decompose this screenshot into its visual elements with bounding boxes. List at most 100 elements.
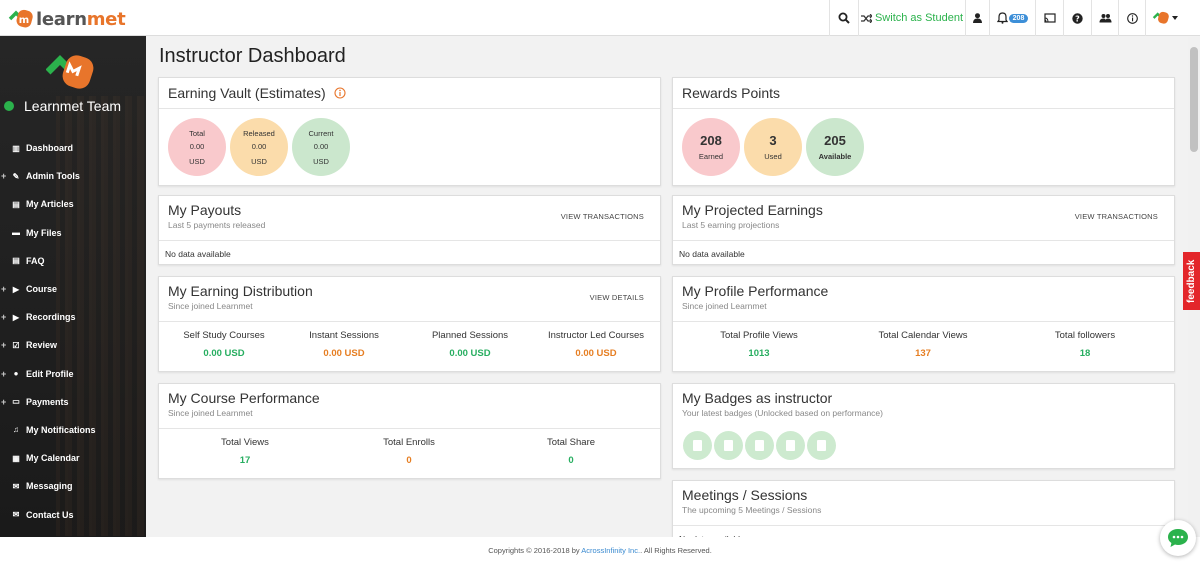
projected-view-transactions-link[interactable]: VIEW TRANSACTIONS — [1074, 212, 1158, 221]
file-badge-icon[interactable] — [745, 431, 774, 460]
sidebar-item-label: Dashboard — [26, 143, 74, 154]
file-badge-icon[interactable] — [776, 431, 805, 460]
scrollbar-thumb[interactable] — [1190, 47, 1198, 152]
file-badge-icon[interactable] — [714, 431, 743, 460]
stat-value: 0 — [568, 455, 574, 466]
stat-label: Self Study Courses — [183, 330, 265, 341]
info-button[interactable] — [1118, 0, 1145, 36]
file-badge-icon[interactable] — [807, 431, 836, 460]
sidebar-item-review[interactable]: + ☑ Review — [0, 331, 146, 359]
badges-title: My Badges as instructor — [682, 390, 833, 406]
reward-circle-value: 205 — [824, 133, 846, 148]
learnmet-logo[interactable]: m learnmet — [8, 6, 126, 32]
distribution-stat: Planned Sessions 0.00 USD — [410, 330, 530, 359]
sidebar-item-label: Edit Profile — [26, 368, 74, 379]
top-nav: Switch as Student 208 ? — [829, 0, 1183, 36]
expand-plus-icon[interactable]: + — [1, 312, 7, 323]
stat-label: Instructor Led Courses — [547, 330, 645, 341]
account-dropdown[interactable] — [1145, 0, 1183, 36]
vault-circle-label: Released — [243, 128, 275, 138]
rewards-title: Rewards Points — [682, 85, 781, 101]
newspaper-icon: ▤ — [12, 199, 20, 209]
course-perf-subtitle: Since joined Learnmet — [168, 408, 253, 418]
distribution-subtitle: Since joined Learnmet — [168, 301, 253, 311]
page-title: Instructor Dashboard — [159, 45, 346, 67]
sidebar-item-admin-tools[interactable]: + ✎ Admin Tools — [0, 162, 146, 190]
course-performance-card: My Course Performance Since joined Learn… — [158, 383, 661, 479]
sidebar-item-label: My Articles — [26, 199, 74, 210]
expand-plus-icon[interactable]: + — [1, 368, 7, 379]
sidebar-item-course[interactable]: + ▶ Course — [0, 275, 146, 303]
course-perf-title: My Course Performance — [168, 390, 320, 406]
profile-perf-stat: Total Calendar Views 137 — [855, 330, 991, 359]
svg-text:?: ? — [1075, 14, 1080, 23]
rewards-points-card: Rewards Points 208 Earned 3 Used 205 Availabl… — [672, 77, 1175, 186]
stat-value: 0.00 USD — [449, 348, 491, 359]
vault-circle-value: 0.00 — [189, 141, 205, 151]
switch-label: Switch as Student — [874, 12, 964, 24]
sidebar-item-label: Recordings — [26, 312, 76, 323]
cast-button[interactable] — [1035, 0, 1063, 36]
help-button[interactable]: ? — [1063, 0, 1091, 36]
payouts-view-transactions-link[interactable]: VIEW TRANSACTIONS — [560, 212, 644, 221]
sidebar-item-label: My Files — [26, 227, 62, 238]
sidebar-item-my-articles[interactable]: ▤ My Articles — [0, 190, 146, 218]
distribution-stat: Instructor Led Courses 0.00 USD — [536, 330, 656, 359]
badge-file-glyph — [786, 440, 795, 451]
course-perf-stat: Total Enrolls 0 — [341, 437, 477, 466]
sidebar-user[interactable]: Learnmet Team — [4, 98, 121, 114]
sidebar-item-label: FAQ — [26, 255, 45, 266]
sidebar-item-contact-us[interactable]: ✉ Contact Us — [0, 500, 146, 528]
sidebar-item-edit-profile[interactable]: + ● Edit Profile — [0, 360, 146, 388]
expand-plus-icon[interactable]: + — [1, 340, 7, 351]
switch-as-student-button[interactable]: Switch as Student — [858, 0, 965, 36]
file-badge-icon[interactable] — [683, 431, 712, 460]
stat-value: 18 — [1079, 348, 1091, 359]
chat-bubble-icon — [1168, 529, 1188, 547]
profile-perf-subtitle: Since joined Learnmet — [682, 301, 767, 311]
chat-button[interactable] — [1160, 520, 1196, 556]
footer-company-link[interactable]: AcrossInfinity Inc. — [581, 546, 641, 555]
sidebar-item-label: Review — [26, 340, 58, 351]
reward-circle-value: 3 — [769, 133, 777, 148]
profile-perf-stat: Total Profile Views 1013 — [691, 330, 827, 359]
svg-text:m: m — [19, 15, 29, 26]
sidebar-item-my-files[interactable]: ▬ My Files — [0, 219, 146, 247]
user-menu-button[interactable] — [965, 0, 989, 36]
calendar-icon: ▦ — [12, 453, 20, 463]
users-button[interactable] — [1091, 0, 1118, 36]
feedback-tab[interactable]: feedback — [1183, 252, 1200, 310]
sidebar-item-dashboard[interactable]: ▥ Dashboard — [0, 134, 146, 162]
badges-card: My Badges as instructor Your latest badg… — [672, 383, 1175, 469]
sidebar-item-messaging[interactable]: ✉ Messaging — [0, 472, 146, 500]
sidebar-item-payments[interactable]: + ▭ Payments — [0, 388, 146, 416]
vault-circle-unit: USD — [189, 156, 205, 166]
user-icon — [973, 13, 982, 23]
stat-value: 0 — [406, 455, 412, 466]
folder-icon: ▬ — [12, 228, 20, 238]
expand-plus-icon[interactable]: + — [1, 171, 7, 182]
sidebar-item-faq[interactable]: ▤ FAQ — [0, 247, 146, 275]
play-icon: ▶ — [12, 312, 20, 322]
sidebar-item-my-notifications[interactable]: ♫ My Notifications — [0, 416, 146, 444]
expand-plus-icon[interactable]: + — [1, 396, 7, 407]
sidebar-item-recordings[interactable]: + ▶ Recordings — [0, 303, 146, 331]
vault-circle-unit: USD — [313, 156, 329, 166]
user-icon: ● — [13, 369, 19, 379]
info-circle-icon[interactable] — [334, 87, 346, 99]
question-icon: ? — [1072, 12, 1083, 24]
meetings-empty-text: No data available — [673, 526, 1174, 537]
footer-prefix: Copyrights © 2016-2018 by — [488, 546, 582, 555]
notifications-button[interactable]: 208 — [989, 0, 1035, 36]
distribution-view-details-link[interactable]: VIEW DETAILS — [589, 293, 644, 302]
search-button[interactable] — [829, 0, 858, 36]
logo-suffix: met — [86, 8, 126, 30]
payouts-empty-text: No data available — [165, 249, 231, 259]
bell-icon — [996, 12, 1008, 24]
sidebar-item-my-calendar[interactable]: ▦ My Calendar — [0, 444, 146, 472]
stat-value: 0.00 USD — [575, 348, 617, 359]
sidebar-logo-icon — [46, 55, 94, 89]
sidebar-user-name: Learnmet Team — [24, 98, 122, 114]
sidebar-item-label: Payments — [26, 396, 69, 407]
expand-plus-icon[interactable]: + — [1, 284, 7, 295]
